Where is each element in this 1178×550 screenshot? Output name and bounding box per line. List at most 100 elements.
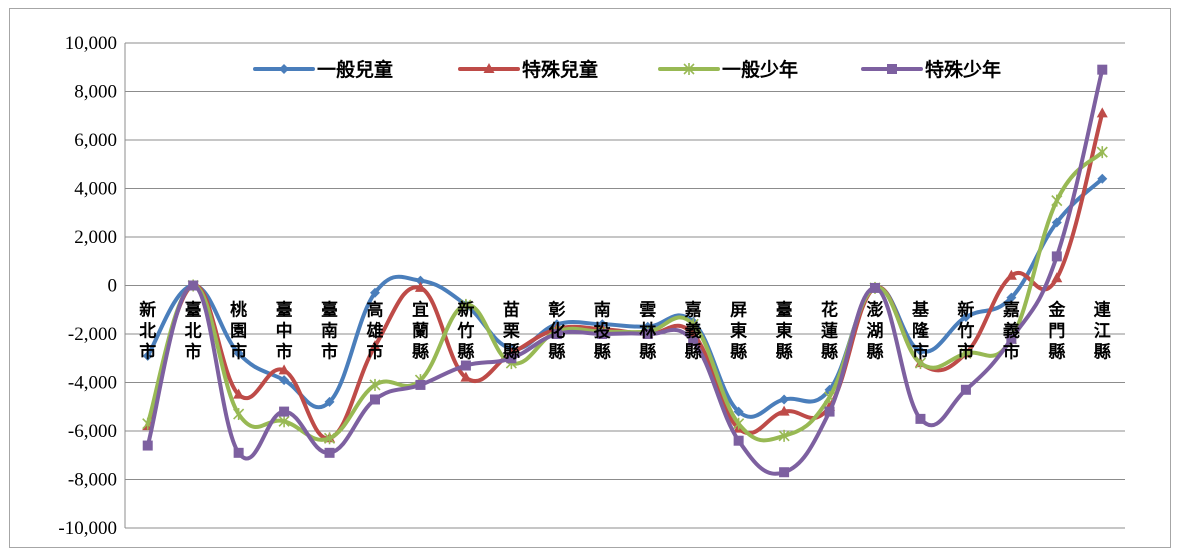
x-tick-label: 新竹縣 bbox=[456, 300, 474, 363]
data-point bbox=[278, 415, 290, 428]
data-point bbox=[1006, 292, 1017, 303]
data-point bbox=[1097, 173, 1108, 184]
x-tick-label: 苗栗縣 bbox=[503, 300, 520, 363]
data-point bbox=[278, 364, 290, 375]
legend-label: 特殊兒童 bbox=[522, 58, 598, 81]
legend-marker bbox=[483, 63, 495, 73]
data-point bbox=[324, 396, 335, 407]
data-point bbox=[779, 467, 790, 478]
x-tick-label: 臺東縣 bbox=[776, 300, 793, 363]
data-point bbox=[324, 447, 335, 458]
legend-label: 特殊少年 bbox=[925, 58, 1001, 81]
data-point bbox=[778, 405, 790, 416]
data-point bbox=[1005, 269, 1017, 280]
data-point bbox=[733, 435, 744, 446]
x-tick-label: 雲林縣 bbox=[639, 301, 656, 363]
data-point bbox=[370, 287, 380, 298]
x-tick-label: 新竹市 bbox=[956, 300, 974, 363]
y-tick-label: -6,000 bbox=[68, 421, 117, 442]
data-point bbox=[233, 388, 245, 399]
data-point bbox=[960, 312, 971, 323]
data-point bbox=[960, 384, 971, 395]
legend: 一般兒童 特殊兒童 一般少年 特殊少年 bbox=[253, 58, 1001, 81]
legend-marker bbox=[887, 64, 897, 74]
y-tick-label: 6,000 bbox=[74, 130, 117, 151]
data-point bbox=[687, 318, 699, 331]
data-point bbox=[1051, 194, 1063, 207]
data-point bbox=[778, 429, 790, 442]
x-tick-label: 臺北市 bbox=[185, 300, 202, 363]
data-point bbox=[233, 447, 244, 458]
data-point bbox=[779, 394, 790, 405]
data-point bbox=[688, 336, 699, 347]
data-point bbox=[323, 432, 336, 445]
data-point bbox=[1006, 333, 1017, 344]
x-tick-label: 屏東縣 bbox=[730, 301, 747, 363]
legend-entry: 一般少年 bbox=[658, 58, 798, 81]
data-point bbox=[415, 275, 426, 286]
x-tick-label: 基隆市 bbox=[911, 300, 930, 363]
x-tick-label: 連江縣 bbox=[1094, 300, 1112, 363]
x-tick-label: 宜蘭縣 bbox=[412, 300, 429, 363]
data-point bbox=[1096, 107, 1108, 118]
data-point bbox=[188, 280, 199, 291]
x-tick-label: 南投縣 bbox=[594, 300, 611, 363]
data-point bbox=[369, 378, 381, 391]
data-point bbox=[460, 360, 471, 371]
series-3 bbox=[142, 146, 1108, 445]
x-tick-label: 金門縣 bbox=[1047, 300, 1066, 363]
data-point bbox=[733, 417, 745, 430]
data-point bbox=[1051, 251, 1062, 262]
data-point bbox=[824, 406, 835, 417]
x-tick-label: 花蓮縣 bbox=[821, 300, 838, 363]
y-axis: -10,000 -8,000 -6,000 -4,000 -2,000 0 2,000 4,0… bbox=[58, 33, 126, 539]
series-line bbox=[145, 111, 1105, 441]
data-point bbox=[142, 350, 153, 361]
data-point bbox=[414, 281, 426, 292]
y-tick-label: 2,000 bbox=[74, 227, 117, 248]
x-tick-label: 臺中市 bbox=[276, 300, 293, 363]
data-point bbox=[142, 440, 153, 451]
x-tick-label: 澎湖縣 bbox=[867, 300, 884, 363]
data-point bbox=[733, 406, 744, 417]
y-tick-label: -2,000 bbox=[68, 324, 117, 345]
series-line bbox=[145, 176, 1105, 419]
x-tick-label: 高雄市 bbox=[366, 300, 384, 363]
x-tick-label: 臺南市 bbox=[321, 300, 338, 363]
data-point bbox=[233, 348, 244, 359]
data-point bbox=[915, 345, 926, 356]
y-tick-label: -4,000 bbox=[68, 373, 117, 394]
data-point bbox=[506, 353, 517, 364]
data-point bbox=[370, 394, 380, 405]
data-point bbox=[960, 347, 972, 360]
data-point bbox=[551, 329, 562, 339]
x-tick-label: 新北市 bbox=[139, 300, 156, 363]
series-line bbox=[145, 67, 1105, 476]
data-point bbox=[279, 375, 290, 386]
legend-entry: 特殊少年 bbox=[861, 58, 1001, 81]
data-point bbox=[915, 413, 926, 424]
y-tick-label: 4,000 bbox=[74, 179, 117, 200]
y-tick-label: -10,000 bbox=[58, 518, 117, 539]
series-4 bbox=[142, 64, 1108, 478]
series-layer bbox=[142, 64, 1108, 478]
data-point bbox=[642, 329, 653, 339]
x-tick-label: 嘉義縣 bbox=[684, 300, 702, 363]
x-tick-label: 桃園市 bbox=[230, 300, 247, 363]
data-point bbox=[1097, 64, 1108, 75]
data-point bbox=[460, 298, 472, 311]
legend-marker bbox=[279, 64, 289, 74]
x-tick-label: 彰化縣 bbox=[548, 300, 565, 363]
data-point bbox=[1051, 217, 1062, 228]
y-tick-label: 8,000 bbox=[74, 82, 117, 103]
legend-label: 一般少年 bbox=[722, 58, 798, 81]
y-tick-label: 0 bbox=[108, 276, 118, 297]
data-point bbox=[415, 379, 426, 390]
data-point bbox=[369, 340, 381, 351]
legend-entry: 特殊兒童 bbox=[458, 58, 598, 81]
y-tick-label: -8,000 bbox=[68, 470, 117, 491]
data-point bbox=[870, 282, 880, 293]
series-1 bbox=[142, 173, 1108, 419]
legend-marker bbox=[683, 63, 695, 75]
